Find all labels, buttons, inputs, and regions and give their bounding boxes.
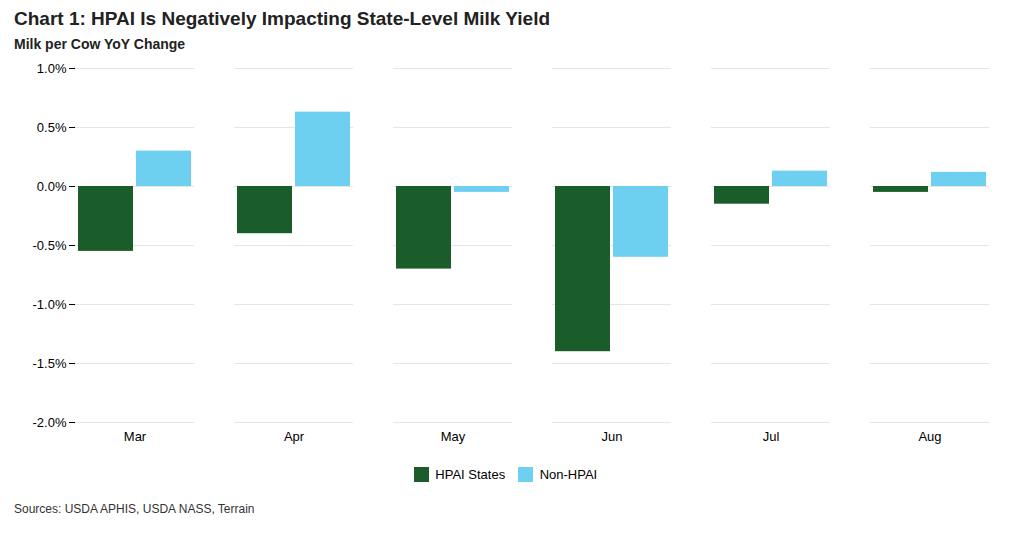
svg-text:Jun: Jun: [602, 429, 623, 444]
svg-text:-1.5%: -1.5%: [33, 356, 67, 371]
html-text:HPAI States: HPAI States: [435, 467, 506, 482]
svg-text:0.5%: 0.5%: [37, 120, 67, 135]
svg-text:Aug: Aug: [918, 429, 941, 444]
html-text:Sources: USDA APHIS, USDA NASS: Sources: USDA APHIS, USDA NASS, Terrain: [14, 501, 255, 516]
svg-text:Mar: Mar: [124, 429, 147, 444]
svg-text:0.0%: 0.0%: [37, 179, 67, 194]
svg-text:Apr: Apr: [284, 429, 305, 444]
svg-text:Jul: Jul: [763, 429, 780, 444]
svg-text:1.0%: 1.0%: [37, 61, 67, 76]
svg-text:-1.0%: -1.0%: [33, 297, 67, 312]
html-text:Chart 1: HPAI Is Negatively Im: Chart 1: HPAI Is Negatively Impacting St…: [14, 8, 550, 29]
svg-text:May: May: [441, 429, 466, 444]
svg-text:-2.0%: -2.0%: [33, 415, 67, 430]
svg-text:-0.5%: -0.5%: [33, 238, 67, 253]
html-text:Milk per Cow YoY Change: Milk per Cow YoY Change: [14, 36, 186, 52]
html-text:Non-HPAI: Non-HPAI: [539, 467, 598, 482]
